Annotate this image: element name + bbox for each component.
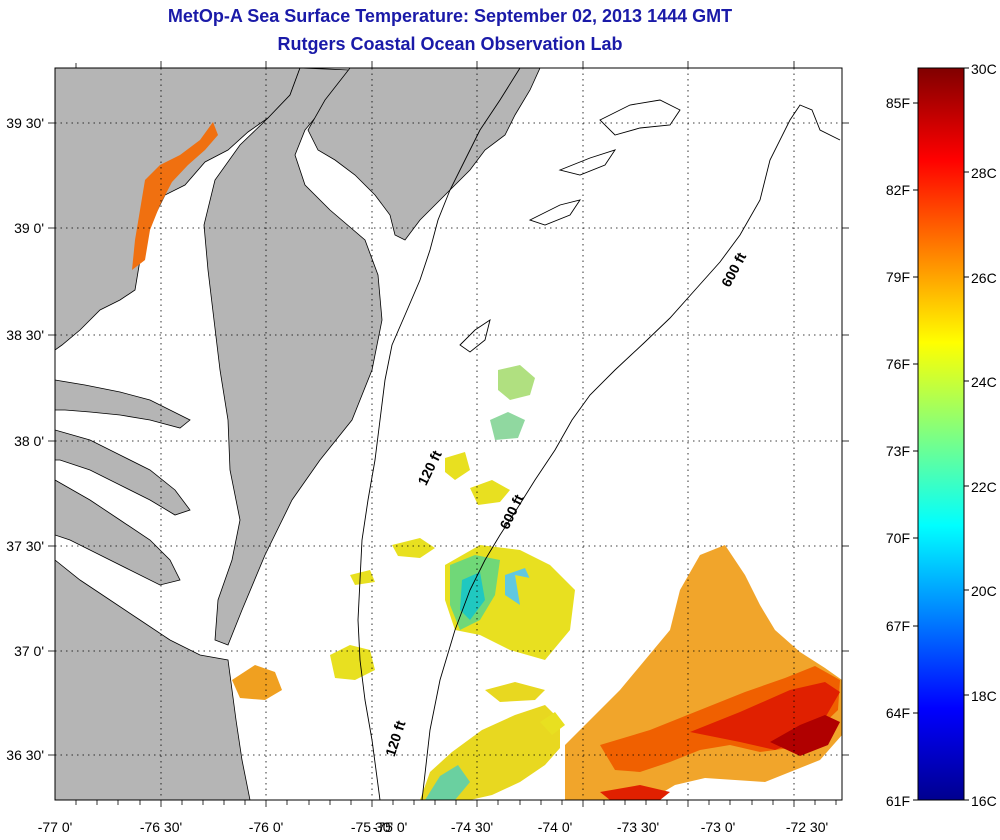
colorbar-celsius-label: 30C xyxy=(971,61,997,77)
colorbar-fahrenheit-label: 61F xyxy=(886,793,910,809)
colorbar-celsius-label: 24C xyxy=(971,374,997,390)
lat-label: 38 30' xyxy=(6,327,44,343)
isobath-label-120ft-south: 120 ft xyxy=(382,718,409,758)
lon-label: -77 0' xyxy=(38,819,73,835)
colorbar: 30C 28C 26C 24C 22C 20C 18C 16C 85F 82F … xyxy=(886,61,997,809)
colorbar-celsius-label: 28C xyxy=(971,165,997,181)
lat-label: 38 0' xyxy=(14,433,44,449)
lon-label: -73 30' xyxy=(617,819,659,835)
colorbar-celsius-label: 26C xyxy=(971,270,997,286)
frame-ticks xyxy=(48,61,849,807)
lon-label: -75 0' xyxy=(373,819,408,835)
colorbar-fahrenheit-label: 70F xyxy=(886,530,910,546)
colorbar-celsius-label: 18C xyxy=(971,688,997,704)
lon-label: -74 0' xyxy=(538,819,573,835)
colorbar-celsius-label: 22C xyxy=(971,479,997,495)
lon-labels: -77 0' -76 30' -76 0' -75 30' -75 0' -74… xyxy=(38,819,828,835)
lon-label: -73 0' xyxy=(701,819,736,835)
colorbar-fahrenheit-label: 64F xyxy=(886,705,910,721)
map-title: MetOp-A Sea Surface Temperature: Septemb… xyxy=(167,6,733,26)
land xyxy=(55,68,541,800)
lon-label: -72 30' xyxy=(786,819,828,835)
colorbar-celsius-label: 16C xyxy=(971,793,997,809)
colorbar-fahrenheit-label: 82F xyxy=(886,182,910,198)
colorbar-fahrenheit-label: 79F xyxy=(886,269,910,285)
map-subtitle: Rutgers Coastal Ocean Observation Lab xyxy=(277,34,623,54)
lon-label: -76 30' xyxy=(140,819,182,835)
colorbar-fahrenheit-label: 73F xyxy=(886,443,910,459)
map-frame xyxy=(54,67,843,801)
isobath-lines xyxy=(357,68,841,800)
lat-label: 37 30' xyxy=(6,538,44,554)
lon-label: -76 0' xyxy=(249,819,284,835)
graticule xyxy=(55,68,842,800)
lat-labels: 39 30' 39 0' 38 30' 38 0' 37 30' 37 0' 3… xyxy=(6,115,44,763)
colorbar-gradient xyxy=(917,67,965,801)
lat-label: 39 30' xyxy=(6,115,44,131)
lon-label: -74 30' xyxy=(451,819,493,835)
colorbar-fahrenheit-label: 85F xyxy=(886,95,910,111)
isobath-label-120ft-north: 120 ft xyxy=(414,448,445,488)
lon-label: -75 30' xyxy=(351,819,393,835)
lat-label: 37 0' xyxy=(14,643,44,659)
lat-label: 39 0' xyxy=(14,220,44,236)
lat-label: 36 30' xyxy=(6,747,44,763)
colorbar-fahrenheit-label: 67F xyxy=(886,618,910,634)
colorbar-fahrenheit-label: 76F xyxy=(886,356,910,372)
isobath-label-600ft-north: 600 ft xyxy=(718,249,749,289)
colorbar-celsius-label: 20C xyxy=(971,583,997,599)
